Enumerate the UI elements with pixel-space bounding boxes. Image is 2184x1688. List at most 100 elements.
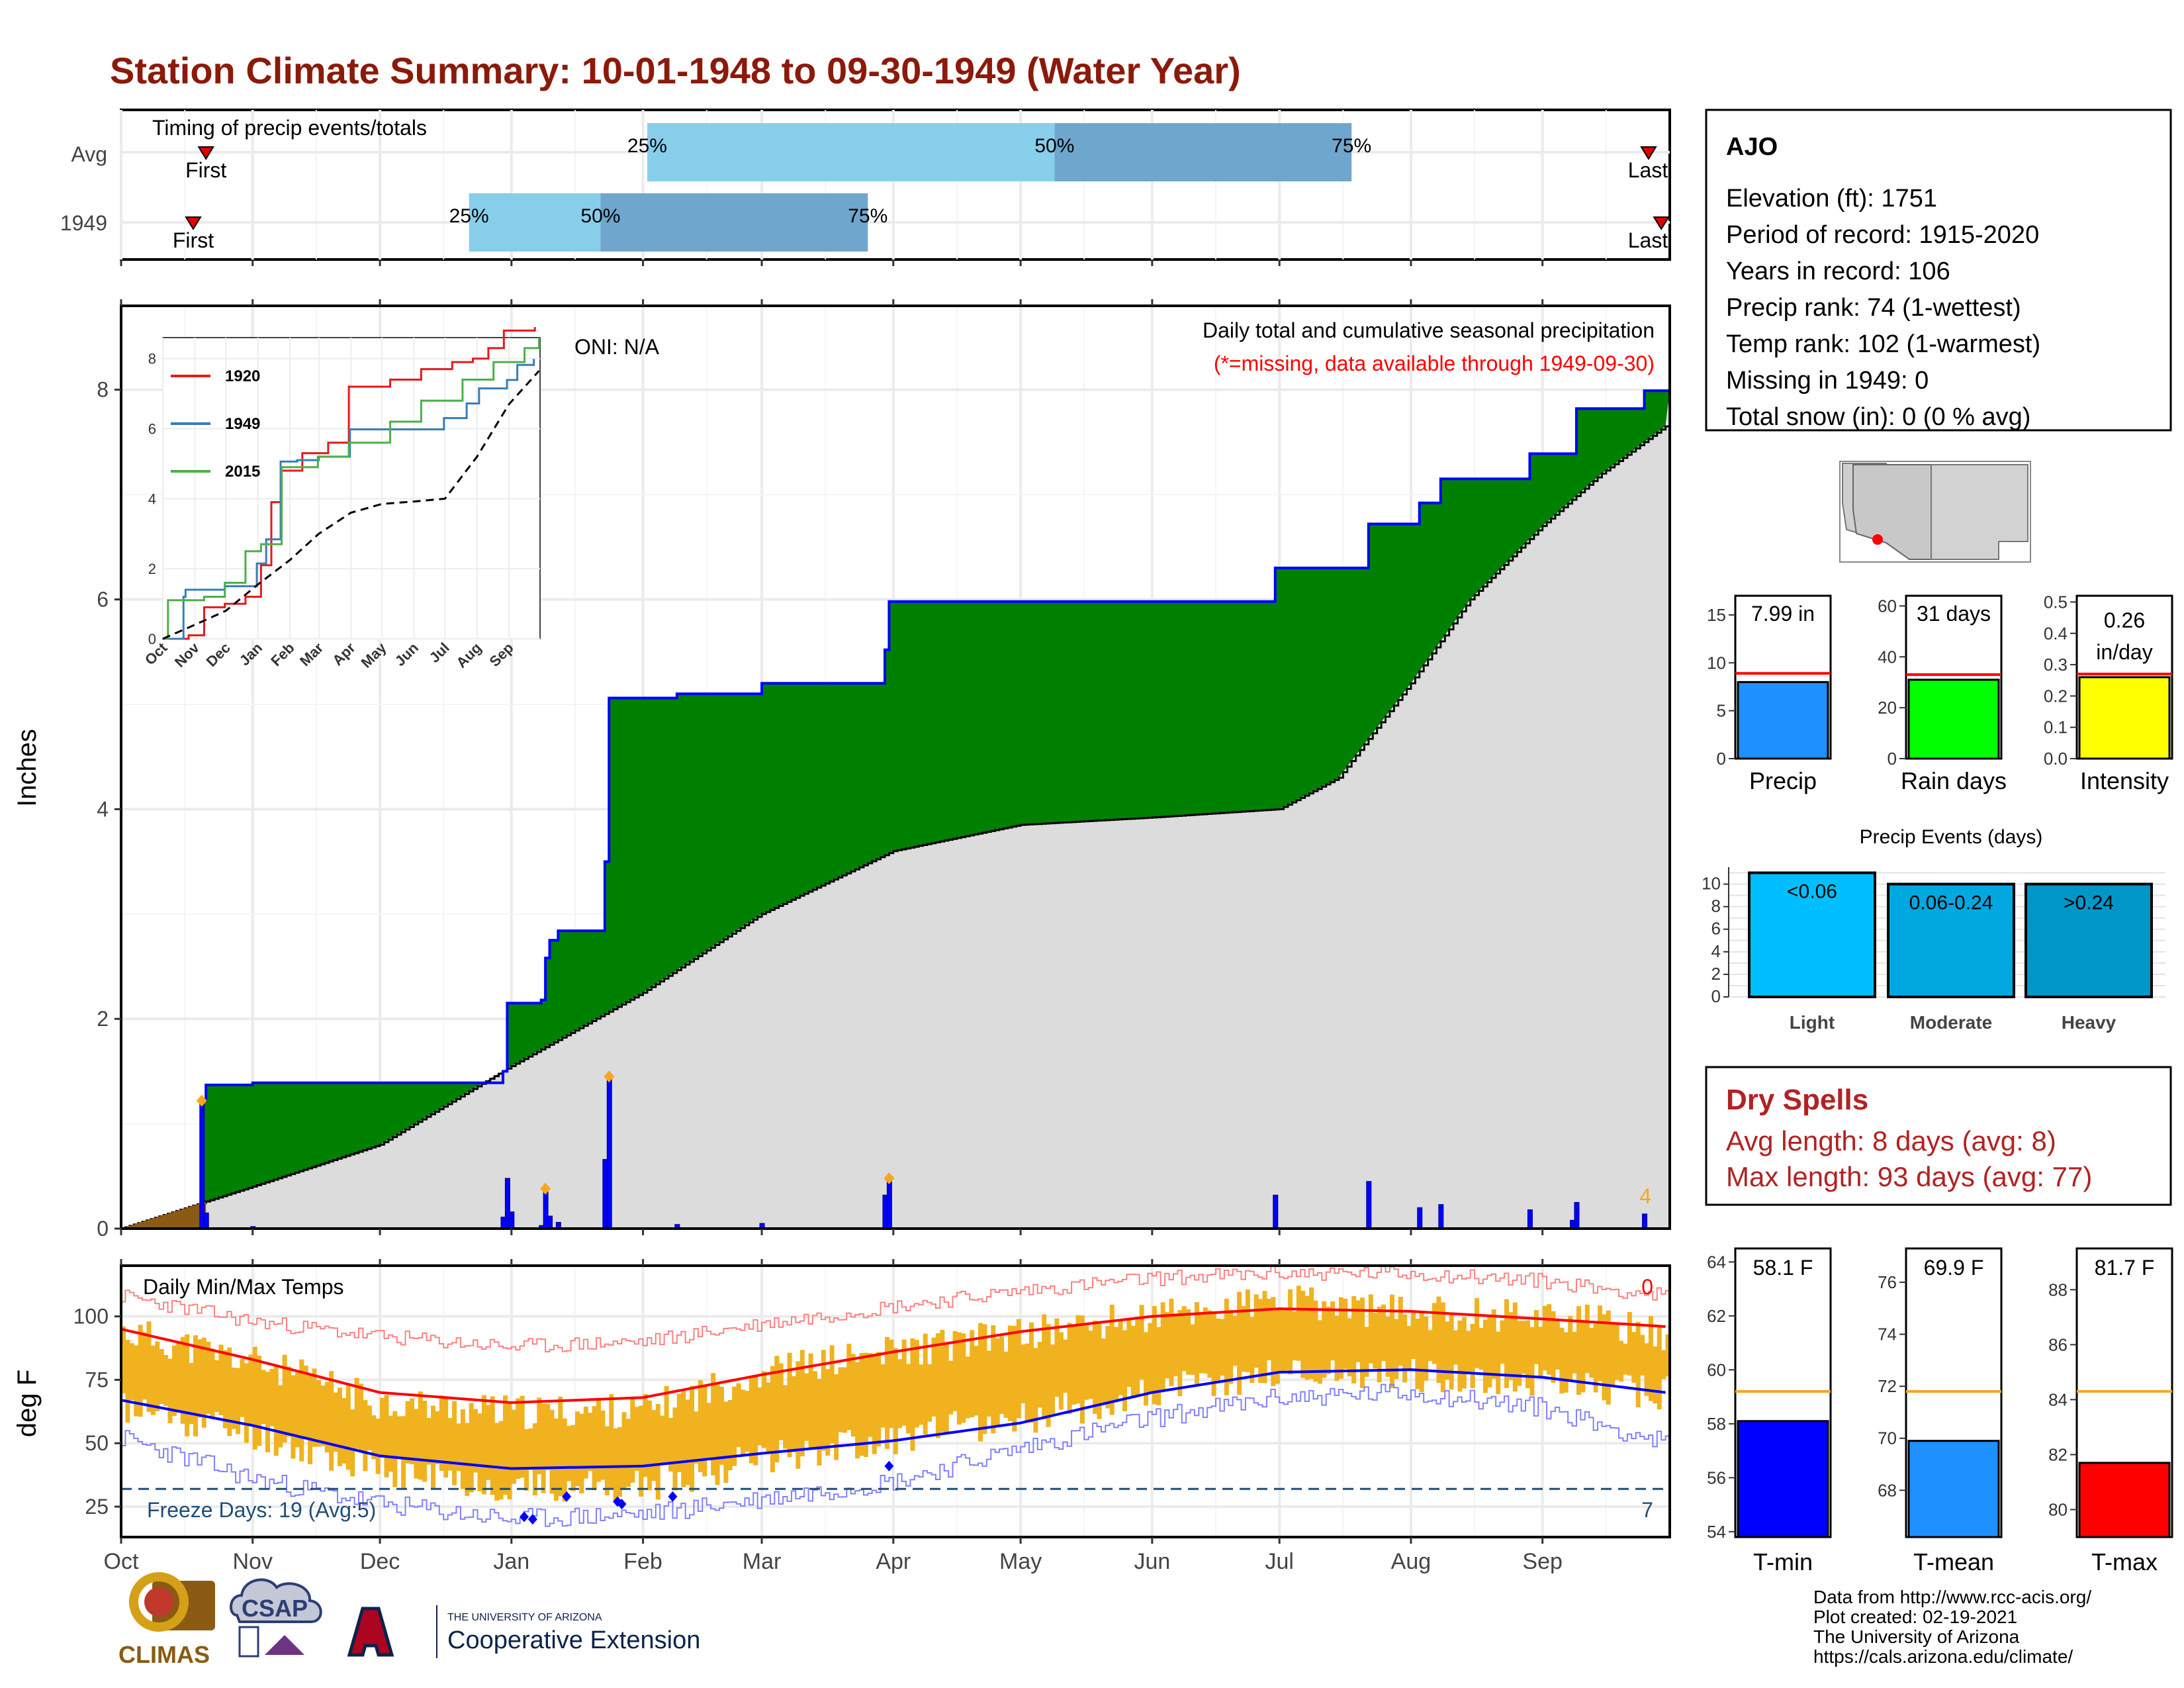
ua-block-a	[347, 1607, 394, 1657]
daily-temp-bar	[129, 1343, 134, 1401]
daily-precip-bar	[1366, 1181, 1372, 1229]
temp-y-ticks: 25 50 75 100	[73, 1305, 121, 1519]
inset-y-tick-label: 2	[148, 561, 156, 577]
daily-temp-bar	[354, 1378, 359, 1449]
mini-precip-value-unit: in/day	[2096, 640, 2152, 664]
daily-temp-bar	[511, 1409, 516, 1484]
inset-series-line	[163, 338, 540, 640]
mini-temp-bar	[1907, 1440, 2000, 1538]
mini-temp-value: 69.9 F	[1924, 1256, 1984, 1280]
daily-temp-bar	[1551, 1311, 1556, 1383]
daily-precip-bar	[1438, 1204, 1444, 1229]
daily-temp-bar	[706, 1403, 711, 1460]
precip-y-tick-label: 8	[97, 378, 109, 402]
temp-y-tick-label: 50	[85, 1431, 109, 1455]
daily-temp-bar	[1118, 1319, 1123, 1395]
daily-temp-bar	[1533, 1309, 1539, 1364]
daily-temp-bar	[791, 1376, 796, 1452]
daily-temp-bar	[1610, 1322, 1615, 1386]
events-bar-label: 0.06-0.24	[1909, 892, 1993, 914]
daily-temp-bar	[180, 1336, 185, 1424]
precip-y-tick-label: 4	[97, 797, 109, 821]
daily-temp-bar	[345, 1383, 351, 1470]
month-tick-label: Jul	[1265, 1549, 1293, 1574]
daily-temp-bar	[134, 1345, 139, 1417]
daily-temp-bar	[1602, 1314, 1607, 1401]
daily-temp-bar	[375, 1419, 381, 1474]
daily-temp-bar	[1598, 1305, 1603, 1382]
mini-temp-label: T-min	[1753, 1548, 1813, 1575]
daily-temp-bar	[634, 1407, 639, 1471]
daily-temp-bar	[532, 1423, 537, 1496]
daily-temp-bar	[1304, 1295, 1310, 1380]
daily-temp-bar	[1326, 1306, 1331, 1374]
daily-temp-bar	[1152, 1306, 1157, 1405]
daily-temp-bar	[1614, 1325, 1619, 1380]
month-tick-label: Dec	[360, 1549, 400, 1574]
daily-temp-bar	[171, 1345, 177, 1417]
mini-precip-tick-label: 0	[1888, 749, 1897, 769]
mini-precip-bar	[1737, 680, 1829, 760]
daily-temp-bar	[1253, 1294, 1259, 1368]
csap-mountain	[265, 1635, 304, 1655]
temp-y-axis-label: deg F	[13, 1370, 42, 1437]
daily-temp-bar	[1279, 1307, 1285, 1373]
daily-temp-bar	[528, 1428, 533, 1470]
csap-bars	[238, 1626, 259, 1658]
daily-temp-bar	[1237, 1291, 1242, 1395]
daily-temp-bar	[1016, 1319, 1021, 1419]
mini-temp-tick-label: 80	[2048, 1499, 2068, 1519]
mini-temp-tick-label: 70	[1878, 1429, 1897, 1448]
daily-temp-bar	[1623, 1343, 1628, 1375]
first-event-marker-year	[185, 216, 202, 230]
daily-precip-bar	[606, 1076, 612, 1229]
events-tick-label: 4	[1711, 941, 1721, 961]
daily-temp-bar	[1398, 1297, 1403, 1366]
daily-temp-bar	[914, 1340, 919, 1428]
daily-temp-bar	[477, 1413, 482, 1491]
average-min-line	[120, 1368, 1666, 1470]
daily-temp-bar	[1084, 1325, 1089, 1400]
daily-temp-bar	[1521, 1321, 1526, 1374]
daily-temp-bar	[1635, 1321, 1641, 1408]
month-tick-label: Mar	[743, 1549, 782, 1574]
daily-temp-bar	[787, 1352, 792, 1458]
station-info-frame	[1705, 109, 2172, 432]
daily-temp-bar	[1555, 1319, 1560, 1370]
daily-temp-bar	[1309, 1287, 1314, 1380]
events-bar-label: <0.06	[1787, 881, 1837, 903]
temp-lines	[120, 1266, 1670, 1527]
daily-temp-bar	[1338, 1297, 1343, 1379]
timing-bar-25-50-avg	[647, 123, 1055, 181]
timing-label-75-year: 75%	[848, 205, 887, 227]
climas-logo: CLIMAS	[118, 1572, 215, 1668]
precip-y-tick-label: 2	[97, 1007, 109, 1031]
daily-temp-bar	[396, 1416, 402, 1459]
daily-temp-bar	[1093, 1320, 1098, 1414]
station-detail-line: Period of record: 1915-2020	[1726, 221, 2039, 249]
dry-deficit-area	[121, 1201, 206, 1229]
daily-temp-bar	[664, 1385, 669, 1465]
station-detail-line: Years in record: 106	[1726, 258, 1950, 285]
daily-temp-bar	[1648, 1316, 1653, 1401]
daily-temp-bar	[1479, 1327, 1484, 1370]
daily-temp-bar	[919, 1364, 924, 1425]
precip-y-tick-label: 0	[97, 1217, 109, 1241]
daily-temp-bar	[1547, 1304, 1552, 1375]
daily-temp-bar	[193, 1335, 198, 1436]
mini-temp-tick-label: 88	[2048, 1280, 2068, 1299]
daily-temp-bar	[1665, 1334, 1670, 1377]
mini-precip-bar	[1907, 679, 2000, 760]
precip-events-panel: Precip Events (days) 108 64 20 <0.06 Light 0.…	[1702, 826, 2165, 1033]
daily-temp-bar	[1644, 1343, 1649, 1396]
daily-temp-bar	[982, 1324, 987, 1434]
inset-lines	[162, 327, 540, 640]
climas-logo-sun	[129, 1572, 189, 1632]
precip-marker	[884, 1172, 895, 1184]
daily-precip-bar	[1417, 1207, 1423, 1229]
daily-temp-bar	[804, 1373, 809, 1441]
daily-temp-bar	[418, 1391, 423, 1480]
daily-temp-bar	[248, 1354, 253, 1425]
